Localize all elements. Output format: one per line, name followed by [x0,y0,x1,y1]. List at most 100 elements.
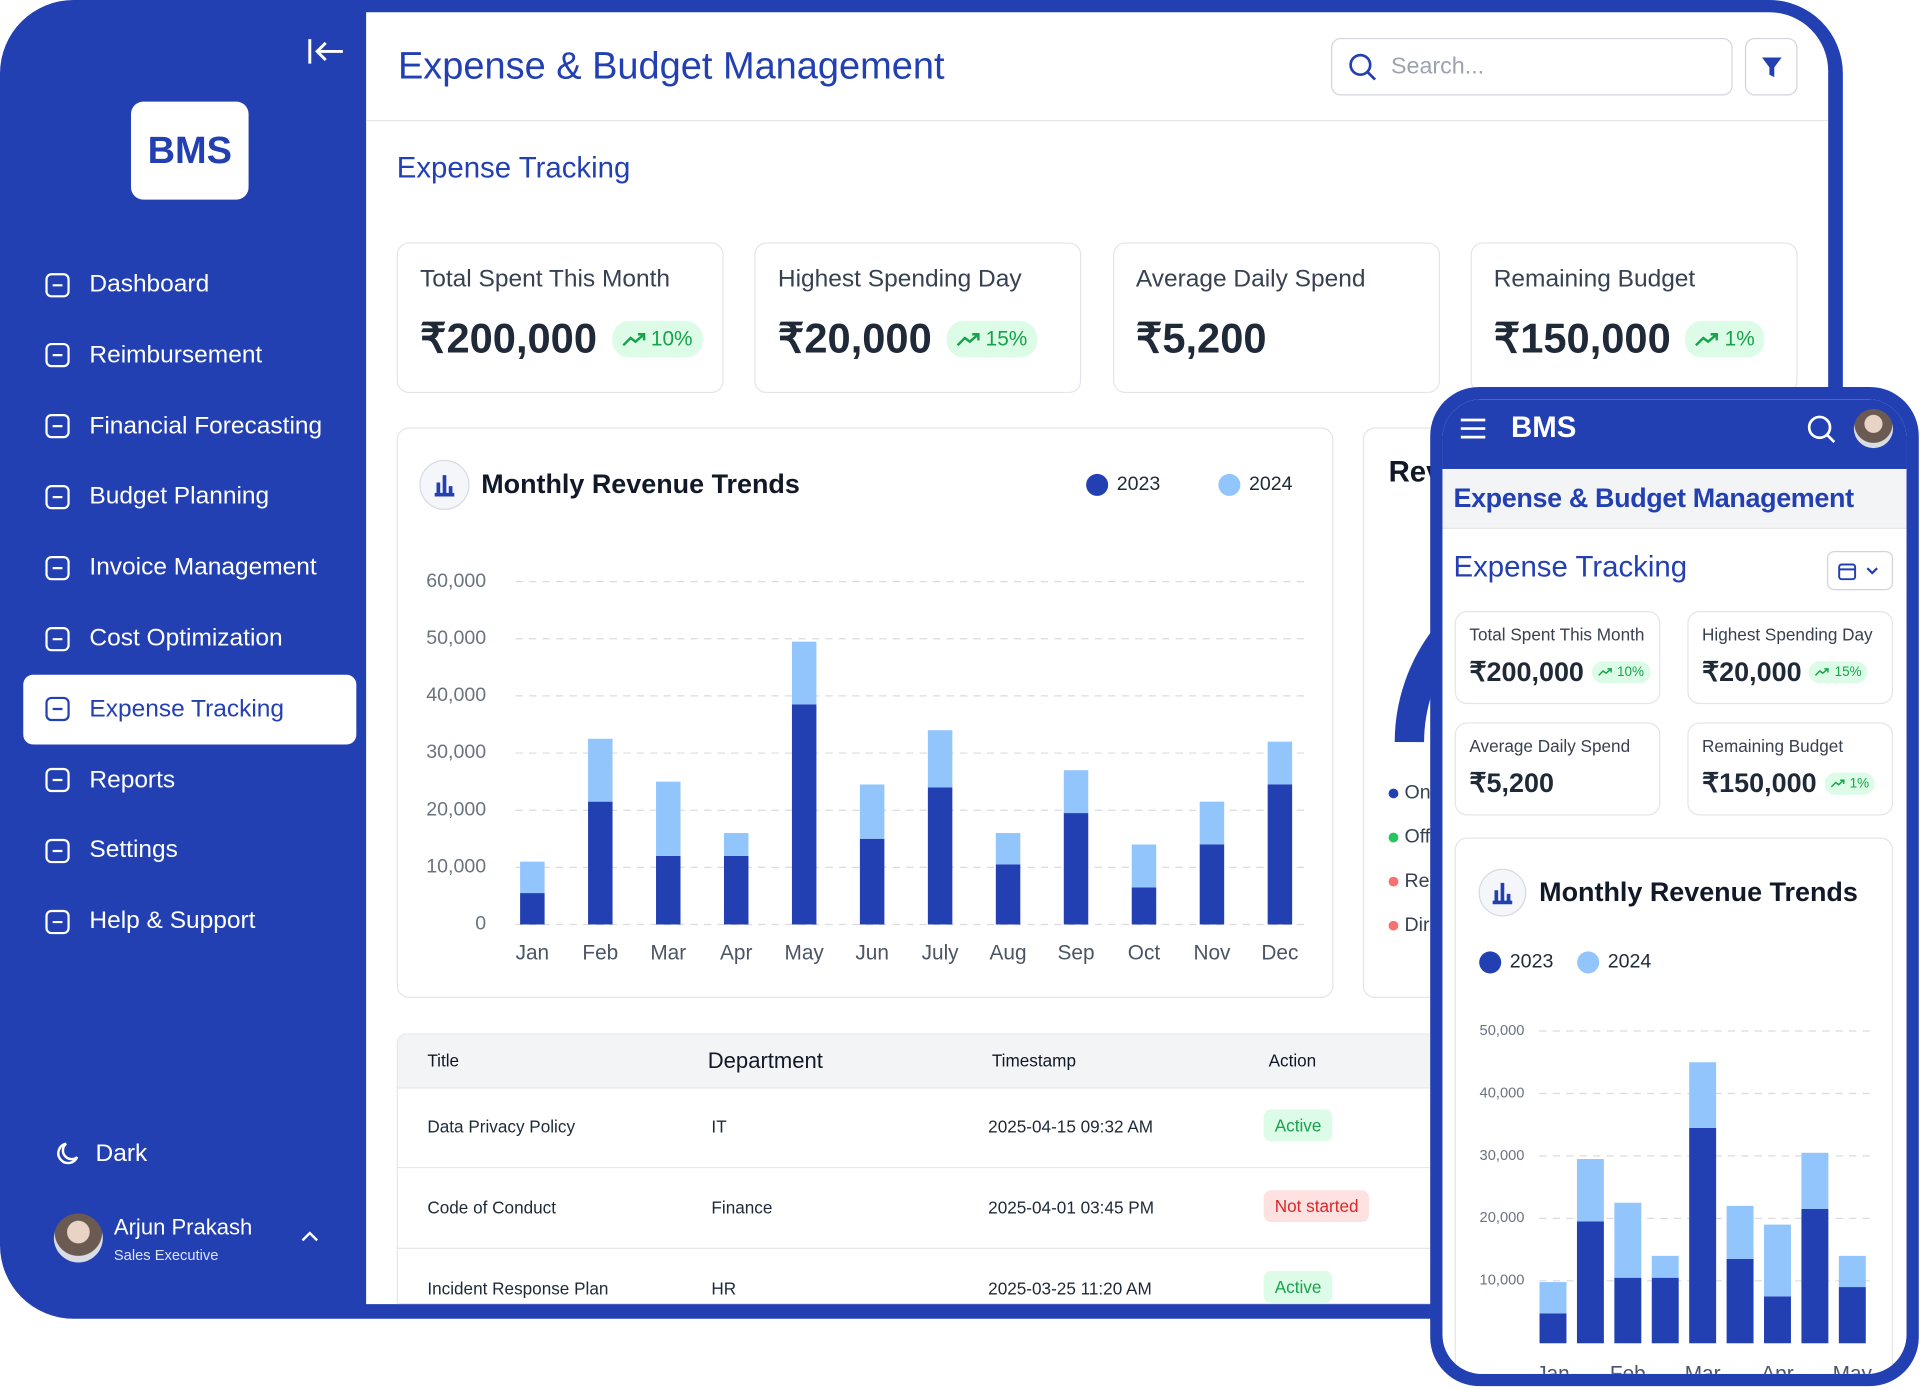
kpi-change: 15% [985,326,1028,351]
chart-title: Monthly Revenue Trends [481,469,800,499]
x-tick-label: May [785,941,825,964]
nav-item[interactable]: Dashboard [23,250,356,320]
trend-icon [1830,780,1844,788]
nav-item[interactable]: Help & Support [23,887,356,957]
nav-icon [45,626,70,651]
table-cell: Code of Conduct [427,1197,557,1218]
kpi-change: 10% [1616,664,1644,680]
nav-item[interactable]: Invoice Management [23,533,356,603]
nav-icon-shape [45,555,70,580]
nav-icon [45,555,70,580]
y-tick-label: 40,000 [426,684,486,706]
kpi-value: ₹200,000 10% [420,315,703,364]
x-tick-label: Apr [1761,1363,1793,1374]
nav-label: Cost Optimization [89,624,283,652]
legend-label: 2023 [1510,951,1554,973]
nav-label: Financial Forecasting [89,412,323,440]
bar [1614,1202,1642,1278]
nav-item[interactable]: Reimbursement [23,321,356,391]
x-tick-label: Jun [855,941,889,964]
trend-icon [1815,668,1830,677]
table-row[interactable]: Code of Conduct Finance 2025-04-01 03:45 P… [397,1168,1827,1249]
chart: Monthly Revenue Trends 2023 2024 0 10,000 20,… [419,459,1311,964]
kpi-card: Average Daily Spend ₹5,200 [1112,242,1440,394]
bar [1801,1152,1829,1210]
table-row[interactable]: Incident Response Plan HR 2025-03-25 11:20… [398,1249,1827,1303]
nav-icon-shape [45,626,70,651]
kpi-card: Remaining Budget ₹150,000 1% [1470,242,1798,394]
nav-label: Help & Support [89,907,256,935]
nav-icon [45,767,70,793]
y-tick-label: 40,000 [1480,1085,1525,1101]
nav-label: Settings [89,836,178,864]
table: Title Department Timestamp Action Data Priva… [396,1033,1829,1305]
bar [1131,887,1157,925]
logo: BMS [131,101,249,200]
legend-swatch [1218,473,1241,496]
user-avatar [53,1213,103,1263]
legend-swatch [1479,951,1502,974]
mobile-screen: BMS Expense & Budget Management Expense … [1442,399,1907,1374]
nav-item[interactable]: Budget Planning [23,462,356,532]
nav-icon-shape [45,484,70,510]
mobile-chart: Monthly Revenue Trends 2023 2024 10,000 20,0… [1478,868,1873,1374]
nav-icon [45,484,70,510]
legend-swatch [1577,951,1600,974]
bar [1764,1296,1791,1344]
header-divider [366,120,1829,122]
table-row[interactable]: Data Privacy Policy IT 2025-04-15 09:32 AM… [397,1087,1827,1169]
legend-label: 2024 [1608,951,1652,973]
bar [1576,1159,1604,1222]
menu-lines [1460,418,1486,439]
mobile-search[interactable] [1806,414,1838,446]
legend-label: Off [1404,826,1430,848]
kpi-amount: ₹150,000 [1493,315,1671,363]
bar [1838,1287,1866,1344]
y-tick-label: 60,000 [426,570,486,592]
collapse-arrow [315,41,343,62]
nav-icon-shape [45,414,70,439]
legend-swatch [1388,832,1399,843]
nav-icon-shape [45,697,70,722]
bar [1063,770,1089,814]
theme-toggle[interactable]: Dark [54,1139,147,1168]
user-menu-toggle[interactable] [299,1228,321,1245]
nav-item[interactable]: Settings [23,816,356,886]
chevron [301,1231,319,1242]
kpi-card: Average Daily Spend ₹5,200 [1454,722,1661,816]
search-lens [1807,415,1832,440]
search-box[interactable]: Search... [1331,37,1733,96]
bar [520,861,545,894]
kpi-change-badge: 10% [1591,661,1651,684]
nav-item[interactable]: Cost Optimization [23,604,356,674]
kpi-card: Remaining Budget ₹150,000 1% [1687,722,1894,816]
kpi-amount: ₹200,000 [420,315,597,363]
filter-button[interactable] [1744,37,1798,96]
nav-icon-shape [45,838,70,864]
kpi-value: ₹5,200 [1469,768,1554,800]
nav-item[interactable]: Expense Tracking [23,674,357,745]
menu-button[interactable] [1458,415,1487,442]
nav-item[interactable]: Reports [23,745,356,815]
mobile-title: Expense & Budget Management [1453,482,1854,514]
column-header: Timestamp [991,1050,1076,1071]
trend-icon [1597,668,1612,677]
nav-item[interactable]: Financial Forecasting [23,391,356,461]
bar [1539,1313,1567,1344]
nav-label: Invoice Management [89,553,317,581]
column-header: Action [1268,1050,1317,1071]
y-tick-label: 30,000 [426,741,486,763]
kpi-value: ₹150,000 1% [1702,768,1876,800]
mobile-title-bar [1442,468,1907,529]
bar [1576,1221,1604,1344]
x-tick-label: Jan [516,941,550,964]
kpi-value: ₹5,200 [1136,315,1267,364]
bar [1063,813,1089,925]
x-tick-label: July [922,941,960,964]
bar [995,833,1021,865]
collapse-button[interactable] [306,37,348,66]
x-tick-label: May [1833,1363,1873,1374]
kpi-label: Total Spent This Month [1469,624,1645,645]
date-button[interactable] [1826,551,1894,591]
